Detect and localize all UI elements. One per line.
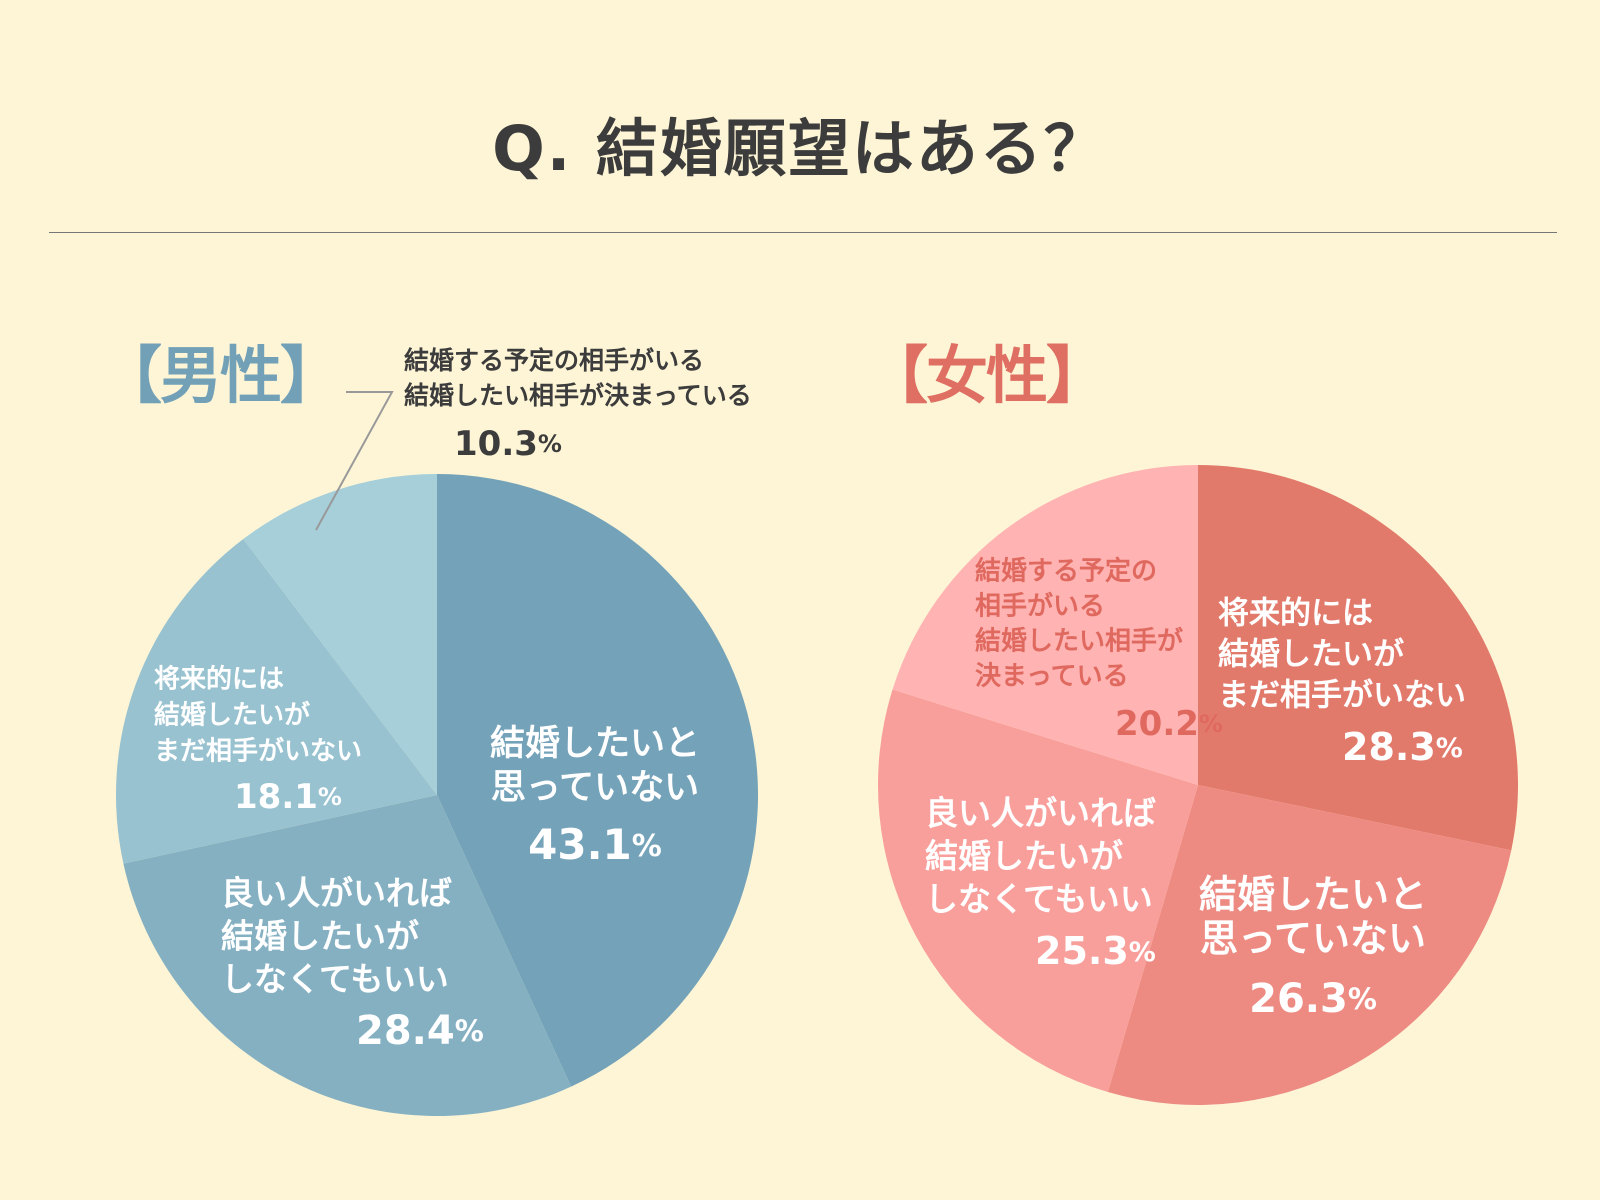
female-pie bbox=[877, 465, 1518, 1106]
male-slice-1-value: 28.4% bbox=[356, 1008, 484, 1054]
male-slice-3-value: 10.3% bbox=[454, 424, 562, 464]
male-callout-line bbox=[315, 391, 394, 531]
male-slice-2-label-line: まだ相手がいない bbox=[154, 736, 362, 767]
male-slice-2 bbox=[116, 539, 438, 864]
female-slice-3-label-line: 結婚したい相手が bbox=[975, 626, 1183, 657]
female-slice-0-value: 28.3% bbox=[1342, 725, 1463, 769]
male-slice-3-label-line: 結婚する予定の相手がいる bbox=[404, 346, 704, 375]
male-slice-2-label-line: 結婚したいが bbox=[154, 700, 310, 731]
chart-title-male: 【男性】 bbox=[100, 339, 342, 412]
male-slice-1 bbox=[123, 795, 572, 1117]
male-slice-3 bbox=[243, 474, 437, 795]
title-divider bbox=[49, 232, 1557, 233]
female-slice-3 bbox=[892, 465, 1198, 785]
female-slice-2 bbox=[877, 689, 1198, 1093]
male-slice-3-label-line: 結婚したい相手が決まっている bbox=[404, 381, 752, 410]
chart-title-female: 【女性】 bbox=[866, 339, 1108, 412]
female-slice-1-value: 26.3% bbox=[1249, 976, 1377, 1022]
female-slice-2-label-line: 結婚したいが bbox=[925, 837, 1123, 876]
female-slice-2-label-line: 良い人がいれば bbox=[925, 794, 1156, 833]
male-slice-0-value: 43.1% bbox=[528, 820, 662, 869]
female-slice-1-label-line: 結婚したいと bbox=[1199, 873, 1427, 917]
female-slice-3-value: 20.2% bbox=[1115, 704, 1223, 744]
female-slice-0-label-line: 将来的には bbox=[1218, 596, 1373, 632]
male-slice-2-value: 18.1% bbox=[234, 777, 342, 817]
male-slice-1-label-line: 結婚したいが bbox=[221, 917, 419, 956]
female-slice-2-label-line: しなくてもいい bbox=[925, 880, 1153, 919]
page-title: Q. 結婚願望はある？ bbox=[492, 112, 1108, 185]
female-slice-1 bbox=[1107, 785, 1512, 1106]
male-slice-0-label-line: 結婚したいと bbox=[490, 724, 700, 764]
female-slice-2-value: 25.3% bbox=[1035, 929, 1156, 973]
female-slice-3-label-line: 決まっている bbox=[975, 662, 1129, 692]
female-slice-1-label-line: 思っていない bbox=[1200, 917, 1426, 961]
female-slice-0-label-line: 結婚したいが bbox=[1218, 637, 1404, 673]
female-slice-3-label-line: 相手がいる bbox=[975, 591, 1105, 622]
male-slice-0 bbox=[437, 473, 759, 1087]
female-slice-0-label-line: まだ相手がいない bbox=[1218, 678, 1466, 714]
male-slice-1-label-line: 良い人がいれば bbox=[221, 874, 452, 913]
male-slice-0-label-line: 思っていない bbox=[491, 768, 699, 808]
female-slice-0 bbox=[1198, 465, 1518, 851]
female-slice-3-label-line: 結婚する予定の bbox=[975, 556, 1157, 587]
male-pie bbox=[116, 473, 759, 1117]
male-slice-2-label-line: 将来的には bbox=[154, 664, 284, 695]
male-slice-1-label-line: しなくてもいい bbox=[221, 960, 449, 999]
